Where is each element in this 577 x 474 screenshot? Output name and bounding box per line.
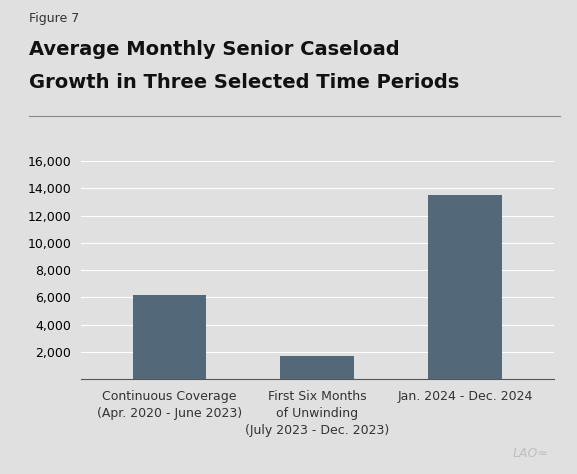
Bar — [428, 195, 502, 379]
Bar — [280, 356, 354, 379]
Text: Figure 7: Figure 7 — [29, 12, 79, 25]
Text: Growth in Three Selected Time Periods: Growth in Three Selected Time Periods — [29, 73, 459, 92]
Text: Average Monthly Senior Caseload: Average Monthly Senior Caseload — [29, 40, 399, 59]
Bar — [133, 295, 207, 379]
Text: LAO≈: LAO≈ — [512, 447, 548, 460]
